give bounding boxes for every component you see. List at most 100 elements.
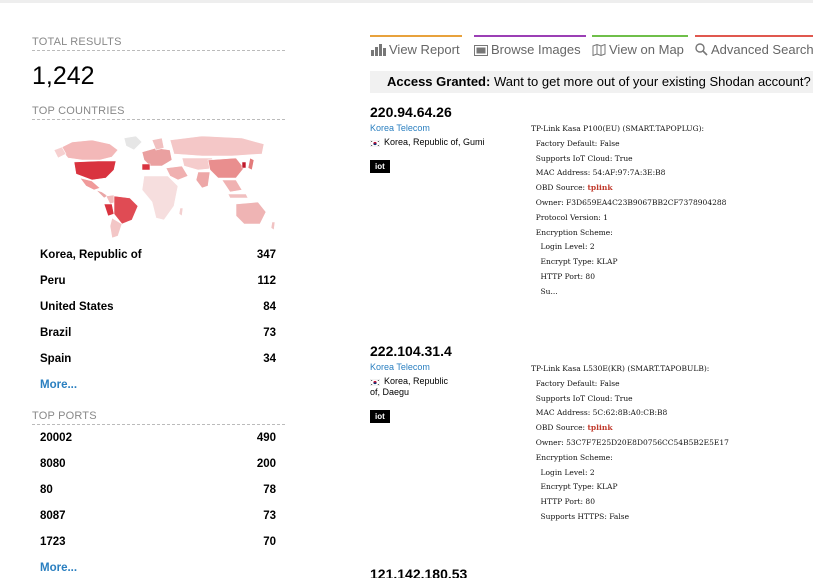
banner-line: Supports HTTPS: False: [531, 511, 630, 521]
country-name: United States: [40, 301, 114, 313]
total-results-count: 1,242: [32, 62, 95, 90]
map-australia: [235, 201, 267, 225]
map-mexico: [79, 177, 101, 191]
banner-line: Encrypt Type: KLAP: [531, 482, 618, 492]
port-facet-row[interactable]: 8087 73: [32, 503, 285, 529]
browse-images-label: Browse Images: [491, 42, 581, 57]
country-facet-row[interactable]: Peru 112: [32, 268, 285, 294]
banner-line: Supports IoT Cloud: True: [531, 393, 633, 403]
map-indonesia: [227, 193, 249, 199]
view-report-tab[interactable]: View Report: [370, 35, 462, 59]
result-location-line1: Korea, Republic: [384, 376, 449, 386]
map-new-zealand: [270, 221, 276, 231]
country-count: 112: [257, 275, 276, 287]
banner-line: Login Level: 2: [531, 467, 595, 477]
obd-source-value: tplink: [587, 423, 613, 433]
ports-more-link[interactable]: More...: [40, 562, 78, 574]
top-rule: [0, 0, 813, 3]
result-location: Korea, Republic of, Daegu: [369, 376, 813, 398]
country-facet-row[interactable]: Brazil 73: [32, 320, 285, 346]
result-banner-data: TP-Link Kasa P100(EU) (SMART.TAPOPLUG): …: [531, 122, 726, 300]
country-name: Spain: [40, 353, 72, 365]
port-facet-row[interactable]: 20002 490: [32, 425, 285, 451]
result-org-link[interactable]: Korea Telecom: [370, 362, 430, 372]
access-granted-heading: Access Granted:: [387, 74, 491, 89]
map-spain: [141, 163, 151, 171]
results-sidebar: TOTAL RESULTS 1,242 TOP COUNTRIES: [32, 36, 285, 581]
port-number: 20002: [40, 432, 72, 444]
country-facet-row[interactable]: Korea, Republic of 347: [32, 242, 285, 268]
banner-line: Factory Default: False: [531, 138, 620, 148]
banner-line: Factory Default: False: [531, 378, 620, 388]
country-count: 73: [263, 327, 276, 339]
map-greenland: [123, 135, 143, 151]
country-count: 347: [256, 249, 276, 261]
result-item: 121.142.180.53: [370, 566, 813, 578]
country-facet-row[interactable]: United States 84: [32, 294, 285, 320]
banner-line: TP-Link Kasa P100(EU) (SMART.TAPOPLUG):: [531, 124, 705, 133]
map-brazil: [113, 195, 139, 225]
result-item: 220.94.64.26 Korea Telecom Korea, Republ…: [369, 104, 813, 324]
port-facet-row[interactable]: 1723 70: [32, 529, 285, 555]
port-count: 70: [263, 536, 276, 548]
result-tag-iot[interactable]: iot: [370, 160, 390, 173]
country-count: 34: [263, 353, 276, 365]
map-scandinavia: [151, 137, 165, 151]
result-location-line2: of, Daegu: [370, 387, 410, 397]
map-korea: [241, 161, 247, 169]
map-argentina: [109, 217, 123, 239]
banner-line: MAC Address: 54:AF:97:7A:3E:B8: [531, 168, 666, 178]
access-granted-banner[interactable]: Access Granted: Want to get more out of …: [370, 71, 813, 93]
result-org-link[interactable]: Korea Telecom: [370, 123, 430, 133]
country-facet-row[interactable]: Spain 34: [32, 346, 285, 372]
map-china: [207, 157, 245, 179]
banner-line: Protocol Version: 1: [531, 212, 608, 222]
banner-line: Su...: [531, 286, 558, 296]
banner-line: MAC Address: 5C:62:8B:A0:CB:B8: [531, 408, 668, 418]
view-report-label: View Report: [389, 42, 460, 57]
banner-line: Encryption Scheme:: [531, 452, 613, 462]
result-tag-iot[interactable]: iot: [370, 410, 390, 423]
result-ip-link[interactable]: 220.94.64.26: [370, 104, 452, 120]
port-count: 78: [263, 484, 276, 496]
port-facet-row[interactable]: 80 78: [32, 477, 285, 503]
banner-line: Supports IoT Cloud: True: [531, 153, 633, 163]
map-india: [195, 171, 211, 189]
port-count: 200: [256, 458, 276, 470]
country-name: Korea, Republic of: [40, 249, 142, 261]
map-canada: [59, 139, 119, 161]
advanced-search-label: Advanced Search: [711, 42, 813, 57]
korea-flag-icon: [369, 139, 381, 148]
country-name: Peru: [40, 275, 66, 287]
map-middle-east: [165, 165, 189, 181]
banner-line: OBD Source:: [531, 183, 588, 193]
map-europe: [141, 147, 173, 167]
browse-images-tab[interactable]: Browse Images: [474, 35, 586, 59]
map-madagascar: [178, 207, 184, 217]
advanced-search-tab[interactable]: Advanced Search: [695, 35, 813, 59]
result-ip-link[interactable]: 222.104.31.4: [370, 343, 452, 359]
map-united-states: [73, 160, 117, 181]
banner-line: OBD Source:: [531, 423, 588, 433]
map-alaska: [53, 146, 67, 159]
access-granted-text: Want to get more out of your existing Sh…: [490, 74, 813, 89]
banner-line: TP-Link Kasa L530E(KR) (SMART.TAPOBULB):: [531, 364, 710, 373]
country-world-map[interactable]: [32, 130, 285, 242]
result-ip-link[interactable]: 121.142.180.53: [370, 566, 468, 578]
result-location-text: Korea, Republic of, Gumi: [384, 137, 485, 147]
top-countries-title: TOP COUNTRIES: [32, 105, 285, 120]
port-facet-row[interactable]: 8080 200: [32, 451, 285, 477]
map-russia: [169, 135, 265, 157]
banner-line: Encryption Scheme:: [531, 227, 613, 237]
result-item: 222.104.31.4 Korea Telecom Korea, Republ…: [369, 343, 813, 548]
country-count: 84: [263, 301, 276, 313]
view-on-map-tab[interactable]: View on Map: [592, 35, 688, 59]
port-number: 8087: [40, 510, 66, 522]
bar-chart-icon: [370, 44, 386, 59]
countries-more-link[interactable]: More...: [40, 379, 78, 391]
korea-flag-icon: [369, 378, 381, 387]
map-africa: [141, 175, 179, 221]
ports-facet-list: 20002 490 8080 200 80 78 8087 73 1723 70 More…: [32, 425, 285, 581]
port-number: 80: [40, 484, 53, 496]
obd-source-value: tplink: [587, 183, 613, 193]
